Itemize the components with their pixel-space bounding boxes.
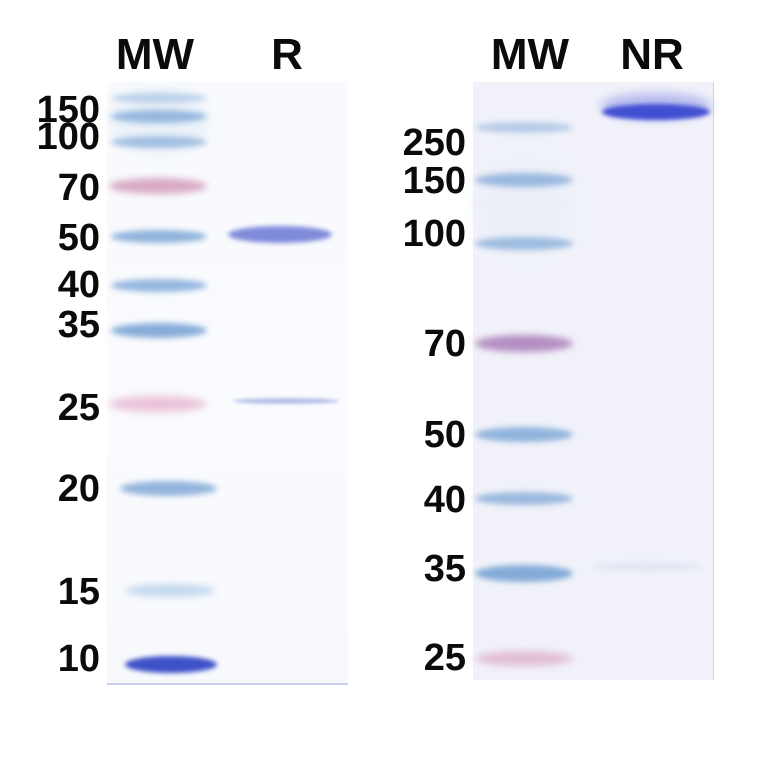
ladder-band — [475, 173, 573, 187]
sample-band — [591, 562, 703, 571]
ladder-band — [475, 335, 573, 352]
gel-panel-reduced — [107, 82, 348, 685]
ladder-band — [120, 481, 217, 496]
marker-label-50: 50 — [57, 217, 100, 259]
ladder-band — [125, 584, 215, 597]
ladder-band — [475, 565, 573, 582]
ladder-band — [109, 178, 207, 194]
sample-band — [233, 398, 339, 404]
marker-label-250: 250 — [402, 122, 466, 164]
ladder-band — [111, 323, 207, 338]
marker-label-40: 40 — [423, 479, 466, 521]
ladder-band — [475, 651, 573, 666]
lane-header-r: R — [271, 30, 303, 79]
marker-label-35: 35 — [423, 548, 466, 590]
ladder-band — [111, 93, 207, 103]
ladder-band — [111, 230, 207, 243]
marker-label-25: 25 — [423, 637, 466, 679]
marker-label-100: 100 — [402, 213, 466, 255]
marker-label-10: 10 — [57, 638, 100, 680]
marker-label-150: 150 — [36, 89, 100, 131]
marker-label-20: 20 — [57, 468, 100, 510]
ladder-band — [111, 136, 207, 148]
lane-header-mw-left: MW — [115, 30, 195, 79]
ladder-band — [111, 279, 207, 292]
ladder-band — [475, 492, 573, 505]
marker-label-70: 70 — [423, 323, 466, 365]
lane-header-mw-right: MW — [490, 30, 570, 79]
marker-label-150: 150 — [402, 160, 466, 202]
sample-band — [602, 104, 710, 120]
marker-label-15: 15 — [57, 571, 100, 613]
sample-band — [228, 226, 332, 243]
ladder-band — [475, 427, 573, 442]
marker-label-50: 50 — [423, 414, 466, 456]
lane-header-nr: NR — [620, 30, 684, 79]
ladder-band — [111, 110, 207, 123]
ladder-band — [125, 656, 217, 673]
marker-label-70: 70 — [57, 167, 100, 209]
marker-label-100: 100 — [36, 116, 100, 158]
marker-label-40: 40 — [57, 264, 100, 306]
ladder-band — [475, 122, 573, 133]
gel-panel-non-reduced — [473, 82, 714, 680]
ladder-band — [109, 396, 207, 412]
marker-label-25: 25 — [57, 387, 100, 429]
marker-label-35: 35 — [57, 304, 100, 346]
ladder-band — [475, 237, 573, 250]
